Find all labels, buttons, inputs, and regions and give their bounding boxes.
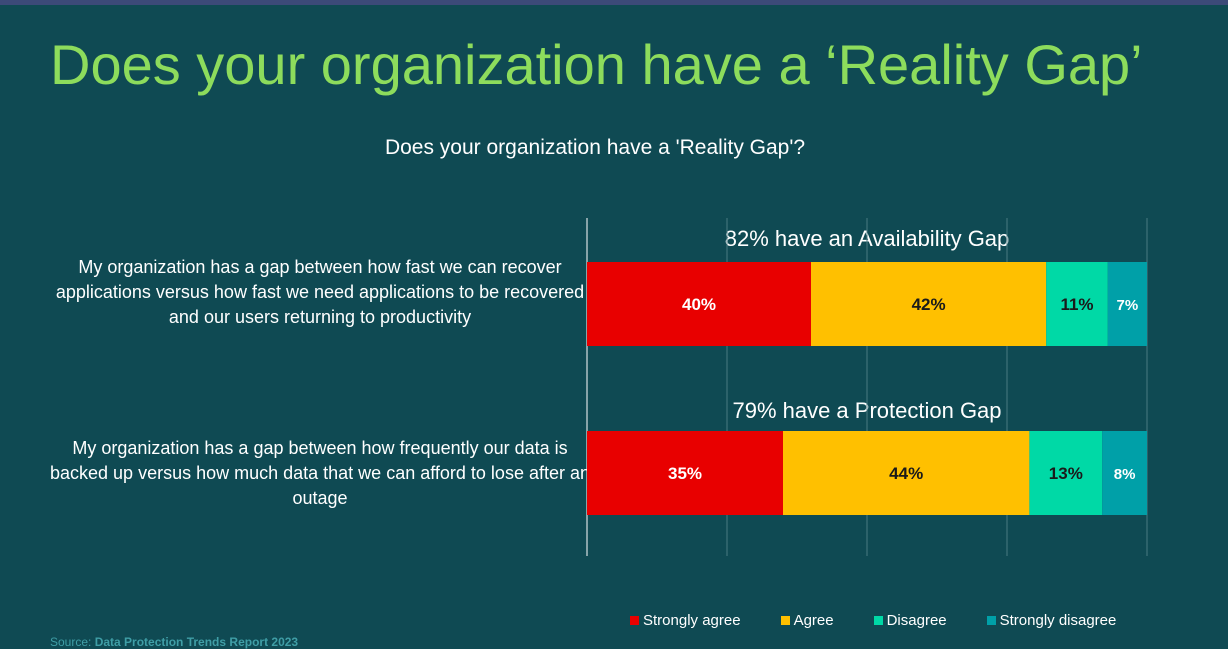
legend-item-strongly-disagree: Strongly disagree xyxy=(986,612,1117,629)
data-label-strongly-agree-1: 35% xyxy=(668,464,702,483)
source-note: Source: Data Protection Trends Report 20… xyxy=(50,635,298,649)
question-protection: My organization has a gap between how fr… xyxy=(50,438,590,508)
legend-label: Strongly disagree xyxy=(999,612,1117,629)
bar-strongly-agree-1 xyxy=(587,431,783,515)
legend-swatch-strongly-agree xyxy=(630,616,639,625)
question-availability: My organization has a gap between how fa… xyxy=(55,257,585,327)
data-label-strongly-disagree-0: 7% xyxy=(1117,297,1139,314)
legend-item-strongly-agree: Strongly agree xyxy=(630,612,741,629)
bar-strongly-disagree-0 xyxy=(1107,262,1147,346)
bar-strongly-agree-0 xyxy=(587,262,811,346)
data-label-disagree-0: 11% xyxy=(1060,295,1093,314)
bar-agree-1 xyxy=(783,431,1030,515)
top-strip xyxy=(0,0,1228,5)
bar-strongly-disagree-1 xyxy=(1102,431,1147,515)
bar-disagree-0 xyxy=(1046,262,1108,346)
data-label-agree-0: 42% xyxy=(912,295,946,314)
legend-item-agree: Agree xyxy=(780,612,834,629)
source-name: Data Protection Trends Report 2023 xyxy=(94,635,299,649)
legend-label: Agree xyxy=(793,612,834,629)
legend: Strongly agree Agree Disagree Strongly d… xyxy=(630,612,1116,629)
data-label-strongly-agree-0: 40% xyxy=(682,295,716,314)
legend-swatch-strongly-disagree xyxy=(986,616,996,625)
source-prefix: Source: xyxy=(50,635,92,649)
legend-label: Strongly agree xyxy=(643,612,741,629)
legend-label: Disagree xyxy=(886,612,947,629)
data-label-strongly-disagree-1: 8% xyxy=(1114,466,1136,483)
chart-title: Does your organization have a 'Reality G… xyxy=(384,136,806,159)
legend-swatch-disagree xyxy=(873,616,883,625)
slide-title: Does your organization have a ‘Reality G… xyxy=(50,33,1143,96)
data-label-disagree-1: 13% xyxy=(1049,464,1083,483)
data-label-agree-1: 44% xyxy=(889,464,923,483)
legend-item-disagree: Disagree xyxy=(873,612,947,629)
bar-agree-0 xyxy=(811,262,1047,346)
bar-disagree-1 xyxy=(1029,431,1103,515)
legend-swatch-agree xyxy=(780,616,790,625)
